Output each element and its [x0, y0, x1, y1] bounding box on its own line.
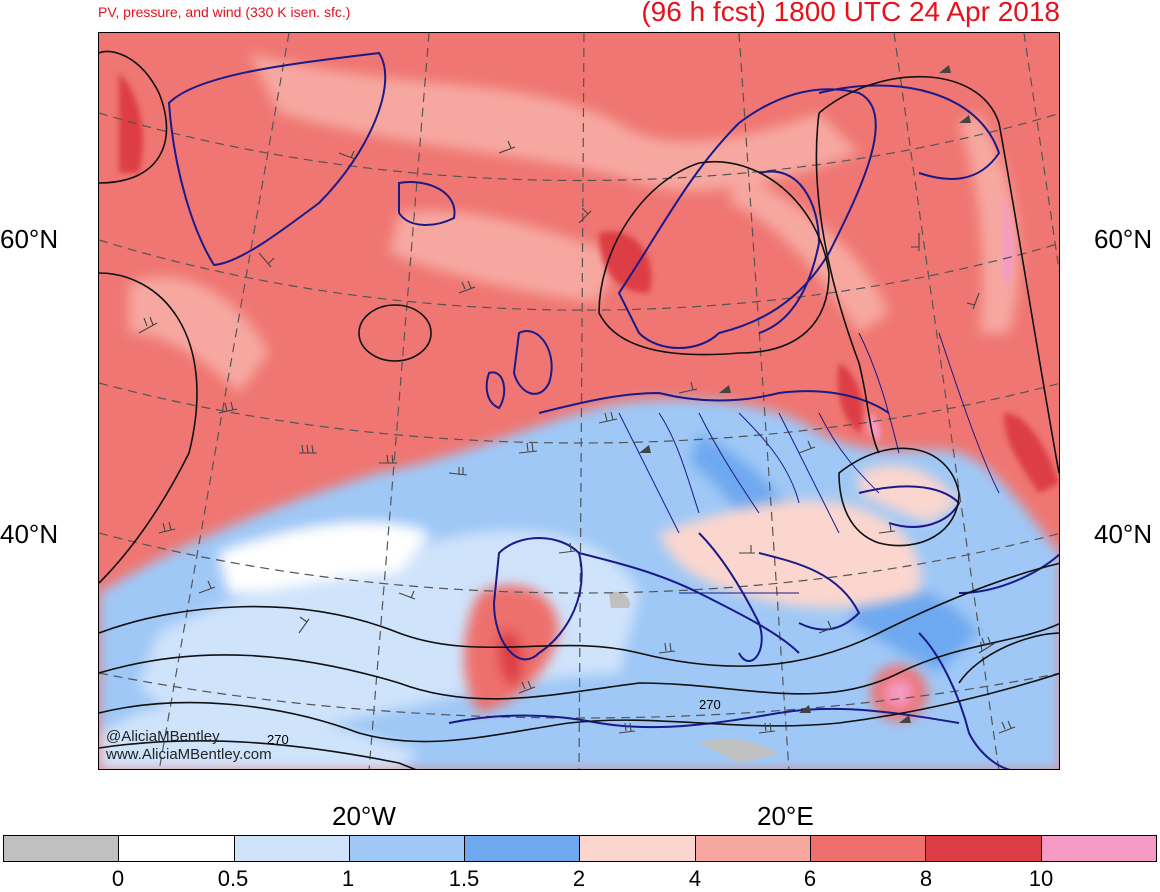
map-subtitle: PV, pressure, and wind (330 K isen. sfc.…: [98, 4, 351, 20]
colorbar-segment: [926, 836, 1042, 861]
colorbar-segment: [465, 836, 581, 861]
colorbar-label: 4: [688, 866, 702, 891]
lon-label-20e: 20°E: [757, 801, 814, 831]
colorbar-segment: [234, 836, 350, 861]
contour-label-270-a: 270: [699, 697, 721, 712]
lon-label-20w: 20°W: [332, 801, 396, 831]
map-panel: 270 270: [98, 32, 1060, 770]
pressure-contours: [99, 50, 1059, 769]
colorbar-segment: [1041, 836, 1156, 861]
colorbar-segment: [119, 836, 235, 861]
credit-website: www.AliciaMBentley.com: [106, 746, 272, 763]
coastlines: [167, 51, 1059, 769]
pv-field-dark-red: [119, 73, 1059, 493]
colorbar-segment: [4, 836, 120, 861]
colorbar-label: 0.5: [217, 866, 249, 891]
lat-label-60n-left: 60°N: [0, 224, 59, 254]
lat-label-40n-left: 40°N: [0, 519, 59, 549]
pv-field-blue: [99, 399, 1059, 769]
wind-barbs: [138, 140, 1016, 734]
pv-field-light-red: [129, 53, 1019, 393]
lat-label-60n-right: 60°N: [1094, 224, 1153, 254]
country-borders: [618, 332, 1000, 594]
forecast-title: (96 h fcst) 1800 UTC 24 Apr 2018: [641, 0, 1060, 27]
lat-label-40n-right: 40°N: [1094, 519, 1153, 549]
colorbar-label: 0: [111, 866, 125, 891]
pv-field-grey: [609, 591, 779, 763]
colorbar-segment: [349, 836, 466, 861]
colorbar-label: 6: [803, 866, 817, 891]
credit-twitter: @AliciaMBentley: [106, 728, 220, 745]
colorbar-label: 8: [919, 866, 933, 891]
colorbar-label: 2: [572, 866, 586, 891]
colorbar-label: 1.5: [448, 866, 480, 891]
wind-barb-flags: [639, 65, 971, 723]
colorbar-label: 10: [1028, 866, 1054, 891]
colorbar-segment: [811, 836, 927, 861]
colorbar-label: 1: [341, 866, 355, 891]
contour-label-270-b: 270: [267, 732, 289, 747]
pv-colorbar: [3, 835, 1157, 862]
colorbar-segment: [695, 836, 812, 861]
pv-map: 270 270: [99, 33, 1059, 769]
colorbar-segment: [580, 836, 696, 861]
